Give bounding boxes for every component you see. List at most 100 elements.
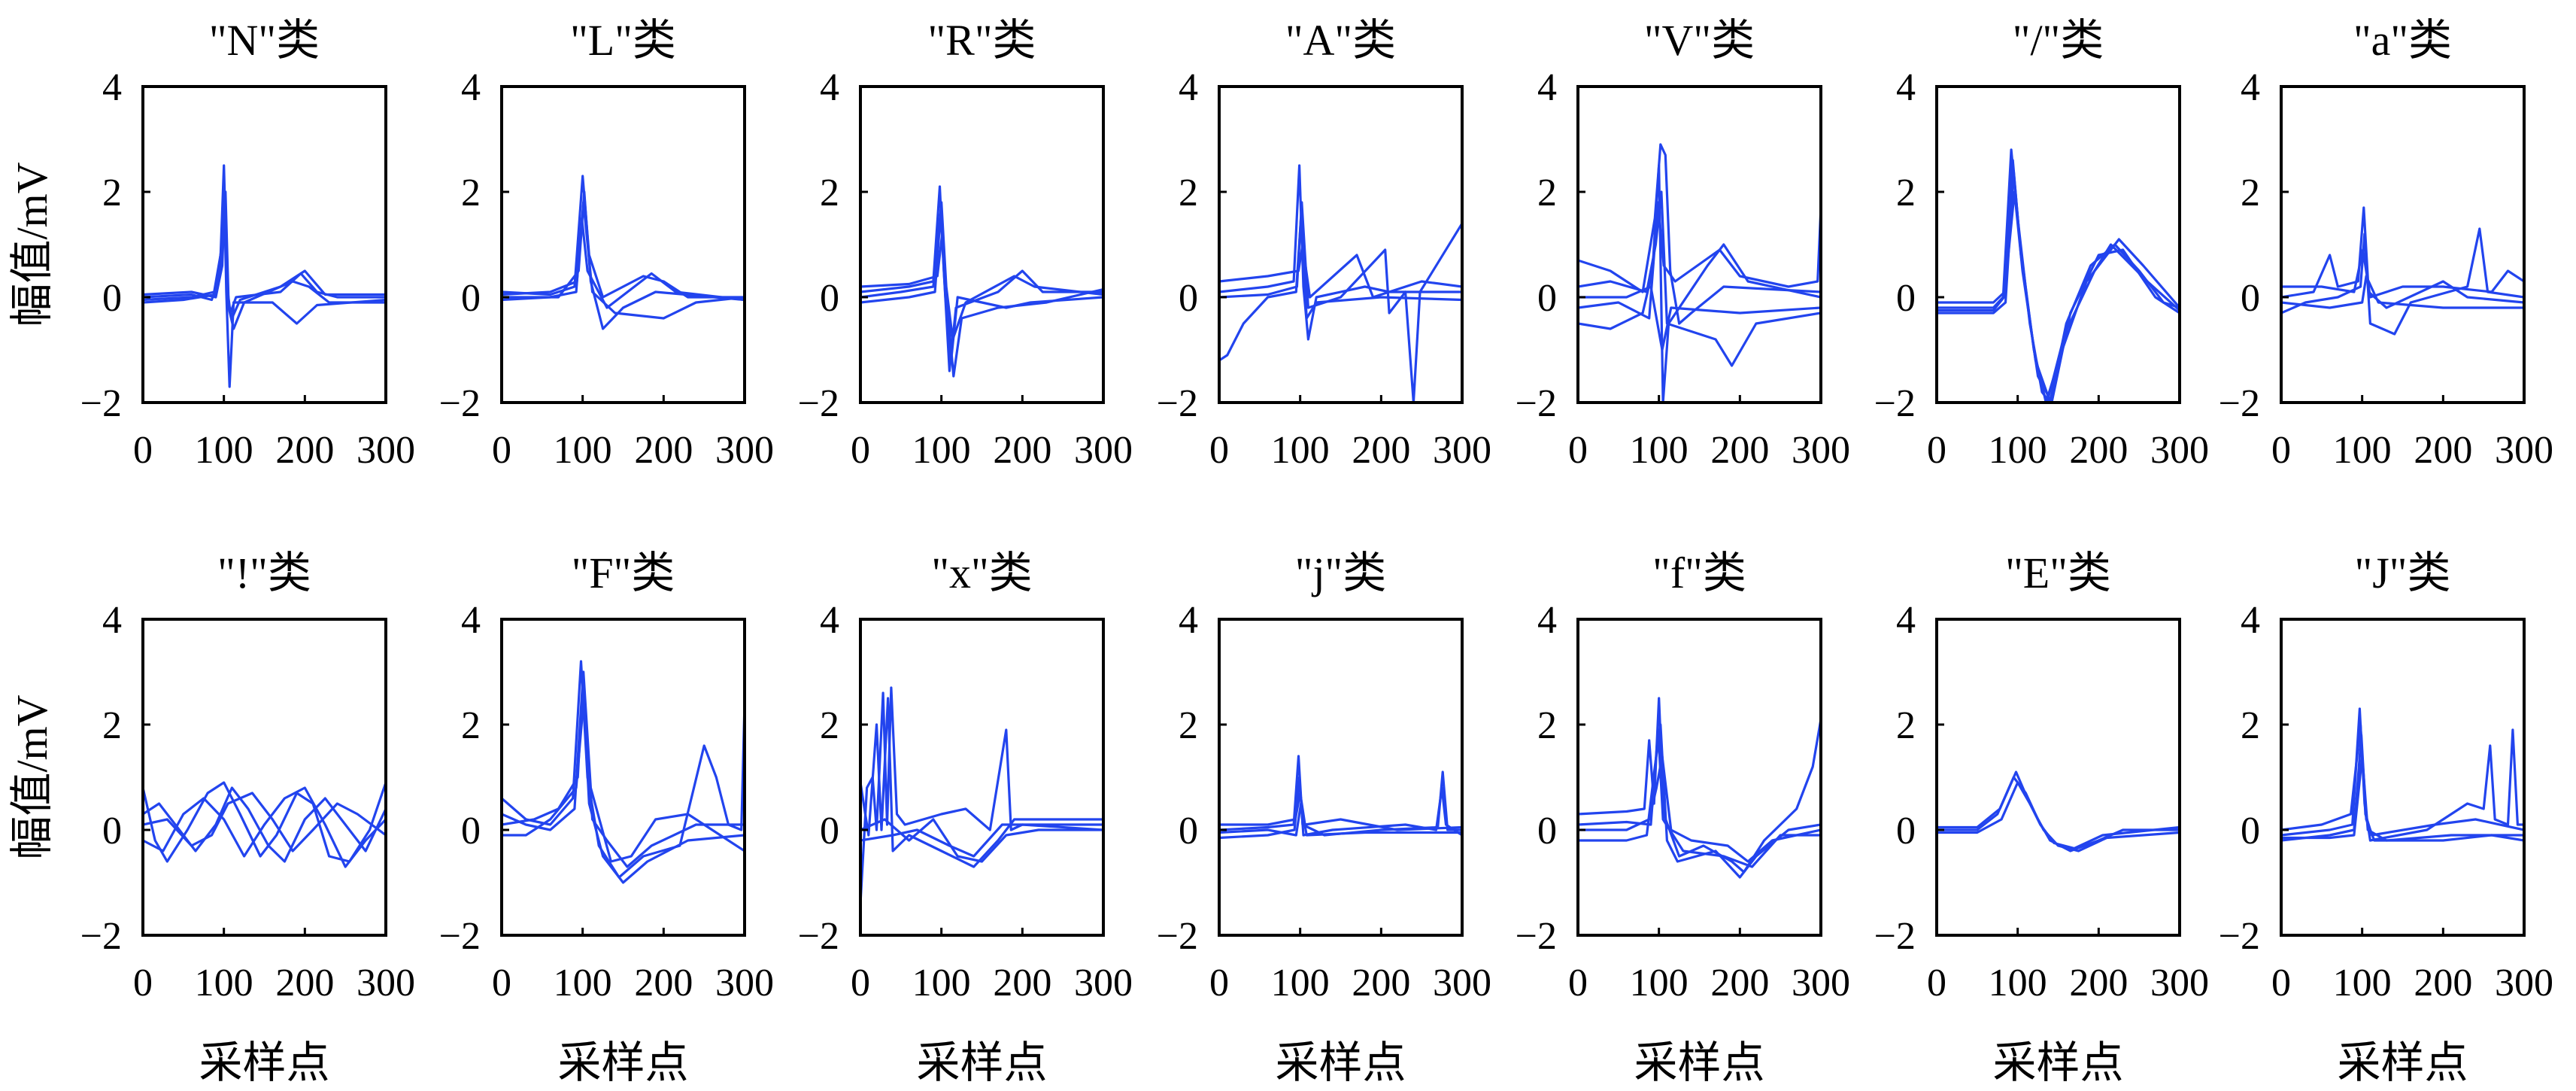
x-tick-label: 100 <box>1630 429 1689 472</box>
ecg-trace-0 <box>1219 164 1462 341</box>
panel-13: "J"类 0 100 200 300 −2 0 2 4 采样点 <box>2219 549 2553 1087</box>
y-tick-label: 4 <box>102 66 122 109</box>
x-tick-label: 100 <box>1271 429 1330 472</box>
x-tick-label: 300 <box>1792 962 1850 1004</box>
ecg-trace-2 <box>1219 201 1462 403</box>
ecg-trace-1 <box>860 211 1103 362</box>
y-tick-label: 2 <box>102 172 122 214</box>
panel-title: "F"类 <box>572 549 675 597</box>
x-tick-label: 100 <box>1630 962 1689 1004</box>
x-tick-label: 200 <box>2414 429 2472 472</box>
panel-title: "j"类 <box>1295 549 1386 597</box>
ecg-trace-0 <box>860 686 1103 905</box>
panel-1: "L"类 0 100 200 300 −2 0 2 4 <box>439 16 774 472</box>
y-tick-label: −2 <box>2219 382 2260 425</box>
y-tick-label: −2 <box>1516 915 1557 958</box>
ecg-trace-3 <box>1937 159 2180 399</box>
x-tick-label: 100 <box>2333 429 2392 472</box>
y-tick-label: 4 <box>461 66 481 109</box>
x-tick-label: 0 <box>2271 962 2291 1004</box>
axes-frame <box>500 85 746 404</box>
y-tick-label: 0 <box>461 277 481 320</box>
x-tick-label: 300 <box>1433 962 1491 1004</box>
y-tick-label: 4 <box>820 66 839 109</box>
y-axis-label: 幅值/mV <box>8 694 56 859</box>
y-tick-label: 2 <box>1537 172 1557 214</box>
y-tick-label: −2 <box>80 915 122 958</box>
x-tick-label: 0 <box>1209 429 1229 472</box>
ecg-trace-2 <box>1219 792 1462 831</box>
ecg-trace-2 <box>1937 781 2180 852</box>
axes-frame <box>1935 85 2181 404</box>
ecg-trace-1 <box>1578 723 1821 879</box>
ecg-trace-3 <box>1578 728 1821 868</box>
y-tick-label: 0 <box>820 810 839 852</box>
ecg-trace-2 <box>502 217 745 309</box>
x-tick-label: 200 <box>993 962 1051 1004</box>
x-axis-label: 采样点 <box>916 1038 1047 1087</box>
ecg-trace-3 <box>2281 275 2524 309</box>
panel-0: "N"类 0 100 200 300 −2 0 2 4 幅值/mV <box>8 16 415 472</box>
x-axis-label: 采样点 <box>2337 1038 2468 1087</box>
x-tick-label: 300 <box>2150 429 2209 472</box>
panel-3: "A"类 0 100 200 300 −2 0 2 4 <box>1157 16 1491 472</box>
panel-title: "L"类 <box>570 16 676 65</box>
panel-title: "N"类 <box>209 16 320 65</box>
y-tick-label: −2 <box>1516 382 1557 425</box>
panel-title: "a"类 <box>2353 16 2452 65</box>
panel-12: "E"类 0 100 200 300 −2 0 2 4 采样点 <box>1874 549 2209 1087</box>
x-tick-label: 0 <box>1568 962 1588 1004</box>
y-tick-label: 4 <box>1896 599 1916 642</box>
x-axis-label: 采样点 <box>199 1038 329 1087</box>
x-tick-label: 200 <box>2414 962 2472 1004</box>
y-tick-label: 2 <box>461 172 481 214</box>
panel-4: "V"类 0 100 200 300 −2 0 2 4 <box>1516 16 1850 472</box>
panel-8: "F"类 0 100 200 300 −2 0 2 4 采样点 <box>439 549 774 1087</box>
x-tick-label: 100 <box>912 962 971 1004</box>
ecg-trace-1 <box>1219 217 1462 362</box>
y-axis-label: 幅值/mV <box>8 162 56 327</box>
panel-title: "V"类 <box>1644 16 1755 65</box>
ecg-trace-3 <box>1219 802 1462 837</box>
y-tick-label: 0 <box>102 810 122 852</box>
y-tick-label: 4 <box>1179 599 1198 642</box>
ecg-trace-3 <box>502 670 745 863</box>
ecg-trace-1 <box>2281 227 2524 336</box>
y-tick-label: 0 <box>102 277 122 320</box>
x-tick-label: 0 <box>133 429 153 472</box>
y-tick-label: 0 <box>1179 810 1198 852</box>
axes-frame <box>141 85 387 404</box>
y-tick-label: 0 <box>820 277 839 320</box>
y-tick-label: 4 <box>461 599 481 642</box>
x-tick-label: 200 <box>634 429 693 472</box>
ecg-trace-3 <box>143 190 386 330</box>
y-tick-label: −2 <box>798 915 839 958</box>
ecg-trace-1 <box>502 190 745 330</box>
ecg-trace-2 <box>1578 755 1821 863</box>
x-tick-label: 300 <box>2495 962 2553 1004</box>
x-axis-label: 采样点 <box>1634 1038 1764 1087</box>
ecg-trace-0 <box>1937 776 2180 852</box>
y-tick-label: 2 <box>820 704 839 747</box>
y-tick-label: 2 <box>1896 172 1916 214</box>
y-tick-label: 2 <box>1179 172 1198 214</box>
x-tick-label: 300 <box>1074 429 1133 472</box>
x-tick-label: 300 <box>1792 429 1850 472</box>
panel-10: "j"类 0 100 200 300 −2 0 2 4 采样点 <box>1157 549 1491 1087</box>
y-tick-label: 2 <box>461 704 481 747</box>
ecg-trace-3 <box>1219 243 1462 299</box>
x-tick-label: 0 <box>492 962 511 1004</box>
ecg-trace-0 <box>860 185 1103 372</box>
panel-title: "E"类 <box>2005 549 2111 597</box>
x-tick-label: 300 <box>1074 962 1133 1004</box>
ecg-trace-3 <box>2281 755 2524 842</box>
y-tick-label: 0 <box>461 810 481 852</box>
x-tick-label: 100 <box>554 962 612 1004</box>
ecg-trace-1 <box>143 175 386 388</box>
ecg-trace-3 <box>1578 201 1821 320</box>
ecg-trace-2 <box>860 818 1103 863</box>
y-tick-label: 4 <box>1896 66 1916 109</box>
x-tick-label: 200 <box>993 429 1051 472</box>
x-tick-label: 200 <box>1710 962 1769 1004</box>
y-tick-label: −2 <box>1874 915 1916 958</box>
